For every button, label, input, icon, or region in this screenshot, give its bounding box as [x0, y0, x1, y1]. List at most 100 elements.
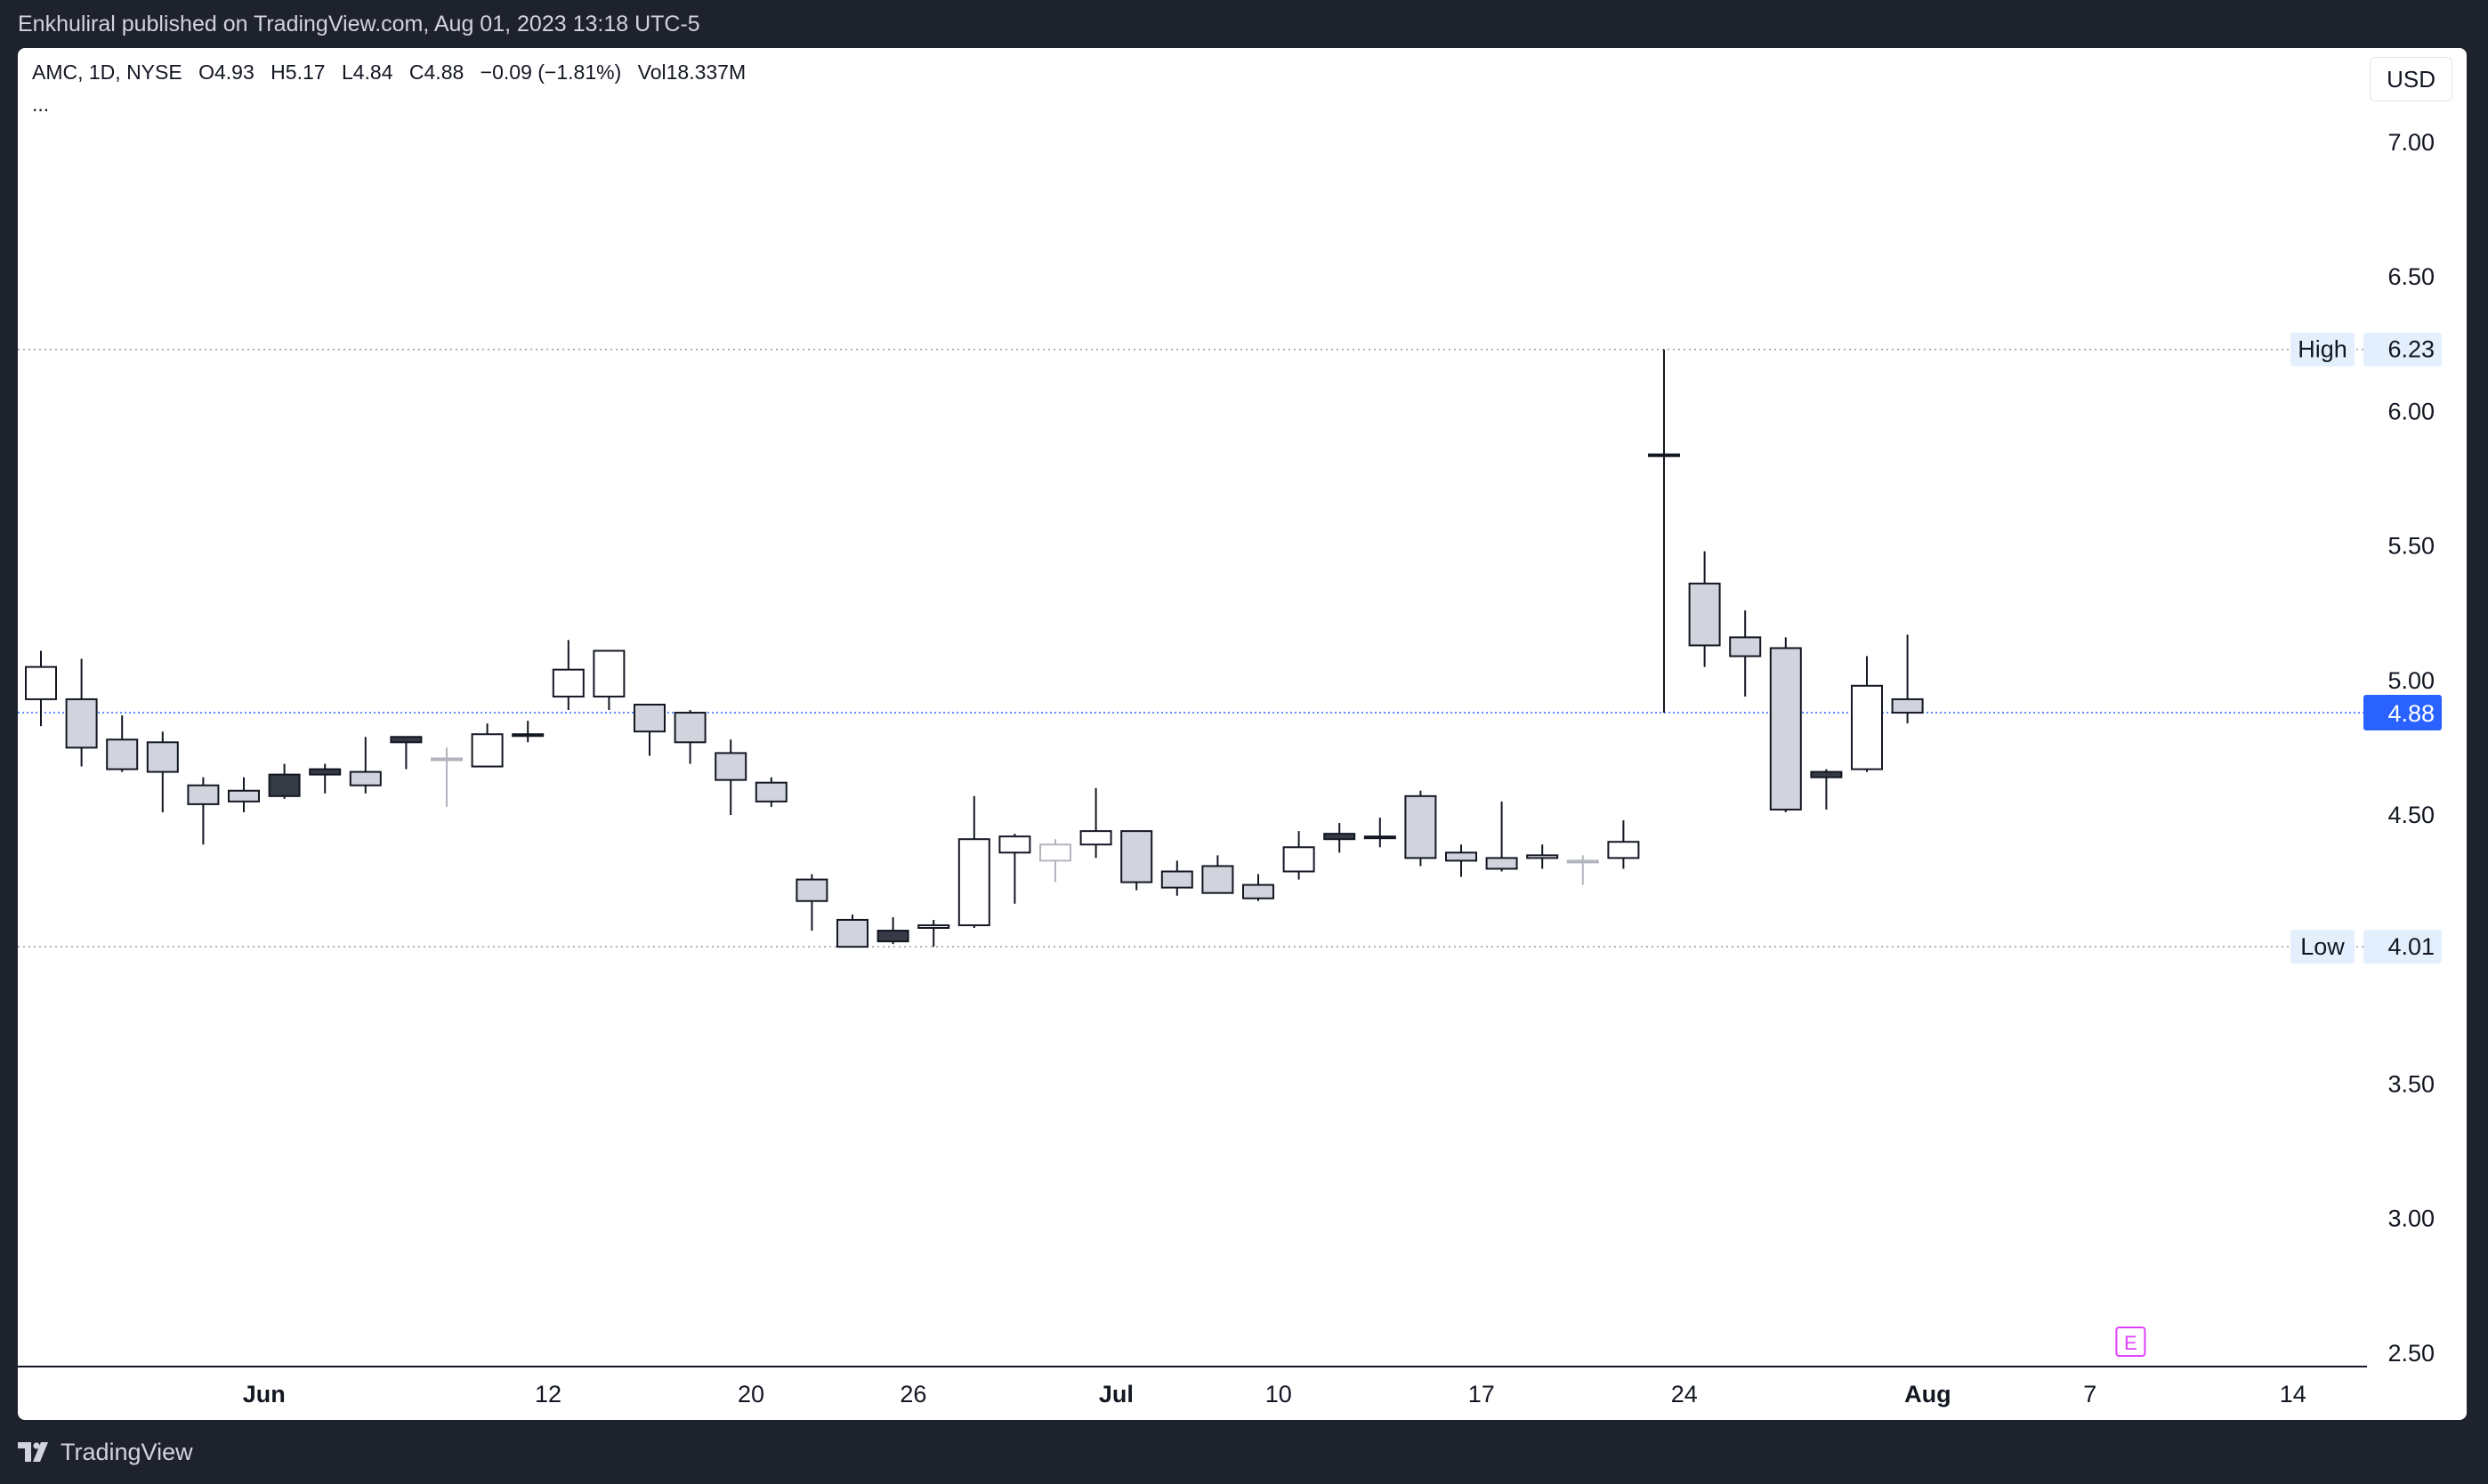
- candle-body: [309, 768, 342, 776]
- candle-body: [1445, 851, 1477, 862]
- candle[interactable]: [106, 715, 139, 772]
- time-tick-label: 24: [1671, 1381, 1698, 1407]
- candle-body: [593, 649, 626, 698]
- candle-body: [1039, 843, 1071, 862]
- candle[interactable]: [917, 919, 950, 948]
- candle[interactable]: [228, 777, 260, 812]
- candle[interactable]: [431, 747, 463, 807]
- candle[interactable]: [1729, 610, 1762, 697]
- candle[interactable]: [309, 763, 342, 794]
- candle[interactable]: [1363, 818, 1396, 848]
- candle[interactable]: [1891, 634, 1924, 724]
- low-tag-label: Low: [2300, 933, 2345, 960]
- legend-vol-label: Vol: [637, 60, 666, 84]
- candle[interactable]: [1160, 860, 1193, 896]
- candle[interactable]: [471, 723, 504, 768]
- candle[interactable]: [1242, 874, 1274, 901]
- candle[interactable]: [836, 914, 868, 948]
- candle-body: [674, 712, 707, 744]
- candle-body: [1769, 647, 1802, 811]
- candle[interactable]: [512, 721, 545, 743]
- candle[interactable]: [187, 777, 220, 845]
- candle-body: [106, 738, 139, 770]
- candle[interactable]: [1851, 656, 1883, 772]
- candle[interactable]: [1810, 769, 1843, 810]
- candle-body: [1079, 830, 1112, 846]
- candle[interactable]: [25, 650, 57, 727]
- high-tag-bg: [2290, 332, 2355, 367]
- candle-body: [1323, 833, 1356, 841]
- candle-body: [268, 773, 301, 797]
- candle[interactable]: [552, 640, 585, 711]
- low-value-label: 4.01: [2387, 933, 2435, 960]
- candle[interactable]: [1282, 831, 1315, 880]
- candle-body: [1201, 865, 1234, 894]
- candle[interactable]: [1120, 830, 1153, 891]
- candle[interactable]: [876, 916, 909, 945]
- legend-more-button[interactable]: ...: [32, 93, 50, 116]
- price-tick-label: 7.00: [2387, 129, 2435, 156]
- candle-body: [715, 752, 747, 781]
- time-tick-label: Jun: [243, 1381, 286, 1407]
- candle-body: [1485, 857, 1518, 870]
- candle[interactable]: [755, 777, 788, 807]
- candle[interactable]: [1404, 790, 1437, 867]
- candle-body: [1526, 854, 1559, 859]
- candle-body: [1648, 453, 1680, 457]
- candle[interactable]: [1607, 820, 1640, 869]
- candle[interactable]: [1079, 787, 1112, 859]
- time-tick-label: 14: [2280, 1381, 2306, 1407]
- candle[interactable]: [1688, 551, 1721, 667]
- symbol-legend[interactable]: AMC, 1D, NYSE O4.93 H5.17 L4.84 C4.88 −0…: [32, 60, 746, 85]
- candle[interactable]: [390, 736, 423, 770]
- candle-body: [1363, 835, 1396, 840]
- candle[interactable]: [634, 703, 666, 756]
- candle[interactable]: [1648, 349, 1680, 714]
- price-tick-label: 5.00: [2387, 667, 2435, 694]
- candlestick-chart[interactable]: 7.00 6.50 6.00 5.50 5.00 4.50 3.50 3.00 2.50 High…: [18, 48, 2467, 1420]
- candle[interactable]: [349, 737, 382, 794]
- candle[interactable]: [1485, 801, 1518, 872]
- candle[interactable]: [715, 739, 747, 815]
- candle[interactable]: [65, 658, 98, 767]
- candle-body: [552, 668, 585, 698]
- legend-low-label: L: [341, 60, 353, 84]
- legend-close-label: C: [408, 60, 424, 84]
- earnings-marker[interactable]: [2115, 1327, 2146, 1357]
- candle-body: [634, 703, 666, 733]
- candle[interactable]: [1769, 637, 1802, 812]
- earnings-marker-label: E: [2124, 1332, 2137, 1354]
- tradingview-logo-icon: [18, 1442, 48, 1462]
- legend-high-label: H: [271, 60, 286, 84]
- candle[interactable]: [1039, 839, 1071, 883]
- candle[interactable]: [593, 649, 626, 711]
- candle[interactable]: [957, 795, 990, 929]
- candle-body: [1120, 830, 1153, 883]
- candle[interactable]: [268, 763, 301, 799]
- tradingview-logo[interactable]: TradingView: [18, 1438, 193, 1466]
- legend-vol-value: 18.337M: [666, 60, 747, 84]
- footer-bar: TradingView: [0, 1420, 2488, 1484]
- currency-button[interactable]: USD: [2370, 57, 2452, 101]
- chart-panel[interactable]: 7.00 6.50 6.00 5.50 5.00 4.50 3.50 3.00 2.50 High…: [18, 48, 2467, 1420]
- candle-body: [876, 930, 909, 943]
- candle-body: [1566, 859, 1599, 864]
- legend-open-label: O: [198, 60, 214, 84]
- low-tag-bg: [2290, 930, 2355, 964]
- candle[interactable]: [1566, 855, 1599, 885]
- legend-symbol[interactable]: AMC, 1D, NYSE: [32, 60, 182, 84]
- legend-low-value: 4.84: [352, 60, 393, 84]
- time-tick-label: Aug: [1904, 1381, 1951, 1407]
- candle[interactable]: [1526, 844, 1559, 869]
- candle[interactable]: [1201, 855, 1234, 894]
- candle[interactable]: [1445, 844, 1477, 877]
- legend-change: −0.09 (−1.81%): [480, 60, 622, 84]
- price-tick-label: 6.50: [2387, 263, 2435, 290]
- candle[interactable]: [1323, 823, 1356, 853]
- candle[interactable]: [674, 710, 707, 764]
- candle[interactable]: [146, 731, 179, 812]
- candle[interactable]: [796, 874, 828, 932]
- price-tick-label: 3.50: [2387, 1070, 2435, 1097]
- time-tick-label: Jul: [1099, 1381, 1134, 1407]
- candle[interactable]: [998, 834, 1031, 904]
